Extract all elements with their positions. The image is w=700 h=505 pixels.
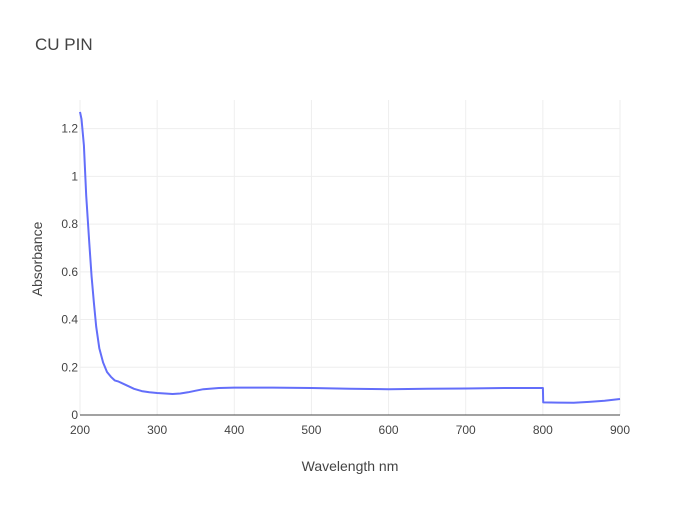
y-tick-label: 1	[71, 169, 78, 183]
y-tick-label: 1.2	[61, 122, 78, 136]
x-tick-label: 200	[70, 423, 90, 437]
x-axis-label: Wavelength nm	[302, 458, 399, 474]
y-tick-label: 0	[71, 408, 78, 422]
series-line	[79, 111, 621, 404]
y-tick-label: 0.4	[61, 313, 78, 327]
y-axis-label: Absorbance	[29, 221, 45, 296]
y-axis-ticks: 0 0.2 0.4 0.6 0.8 1 1.2	[61, 122, 78, 422]
x-tick-label: 300	[147, 423, 167, 437]
x-tick-label: 700	[456, 423, 476, 437]
grid	[79, 100, 621, 415]
x-tick-label: 500	[301, 423, 321, 437]
x-axis-ticks: 200 300 400 500 600 700 800 900	[70, 423, 630, 437]
y-tick-label: 0.2	[61, 360, 78, 374]
x-tick-label: 800	[533, 423, 553, 437]
plot-area	[79, 111, 621, 404]
chart-title: CU PIN	[35, 35, 93, 54]
y-tick-label: 0.6	[61, 265, 78, 279]
y-tick-label: 0.8	[61, 217, 78, 231]
x-tick-label: 400	[224, 423, 244, 437]
x-tick-label: 600	[379, 423, 399, 437]
x-tick-label: 900	[610, 423, 630, 437]
